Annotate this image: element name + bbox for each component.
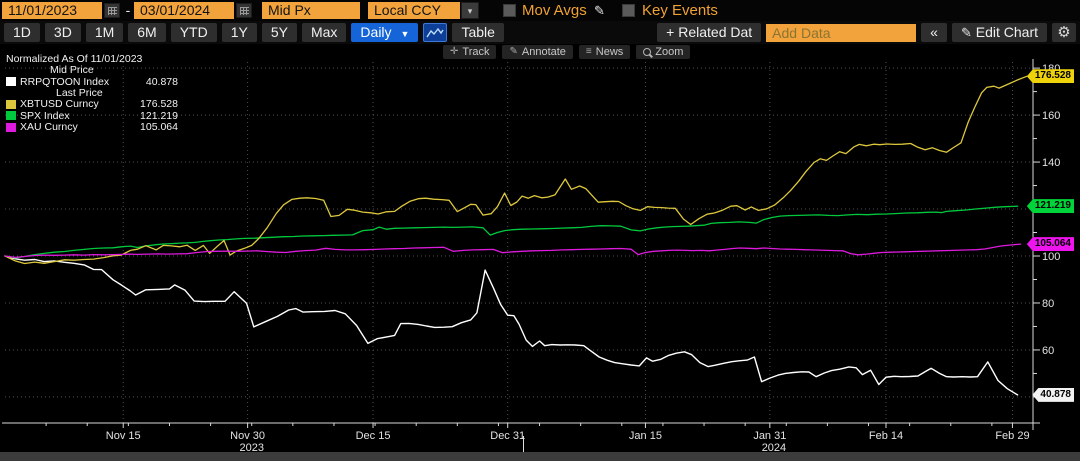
- edit-chart-label: Edit Chart: [975, 24, 1038, 40]
- mov-avgs-checkbox[interactable]: [503, 4, 516, 17]
- currency-dropdown-arrow-icon[interactable]: ▾: [461, 2, 479, 19]
- legend-swatch-magenta: [6, 122, 16, 132]
- last-price-badge-spx: 121.219: [1026, 199, 1074, 214]
- mov-avgs-label: Mov Avgs: [522, 2, 587, 19]
- last-price-badge-xbtusd: 176.528: [1026, 69, 1074, 84]
- x-tick-label: Nov 30: [230, 430, 265, 442]
- period-label: Daily: [360, 24, 392, 40]
- chart-legend: Normalized As Of 11/01/2023 Mid Price RR…: [6, 54, 178, 133]
- legend-item-spx[interactable]: SPX Index 121.219: [6, 110, 178, 122]
- legend-value: 121.219: [140, 109, 178, 122]
- legend-value: 40.878: [145, 75, 178, 88]
- price-type-input[interactable]: [262, 2, 360, 19]
- track-label: Track: [462, 45, 490, 58]
- legend-item-xau[interactable]: XAU Curncy 105.064: [6, 121, 178, 134]
- legend-swatch-green: [6, 111, 16, 121]
- x-tick-label: Dec 31: [490, 430, 525, 442]
- x-tick-label: Dec 15: [356, 430, 391, 442]
- range-button-1y[interactable]: 1Y: [221, 23, 257, 42]
- legend-group-header: Mid Price: [50, 64, 94, 76]
- key-events-checkbox[interactable]: [622, 4, 635, 17]
- y-tick-label: 60: [1042, 345, 1054, 357]
- y-tick-label: 140: [1042, 157, 1060, 169]
- toolbar-row-ranges: 1D 3D 1M 6M YTD 1Y 5Y Max Daily ▼ Table +…: [0, 21, 1080, 44]
- news-button[interactable]: ≡ News: [578, 44, 631, 59]
- date-range-separator: -: [125, 2, 131, 18]
- legend-value: 105.064: [140, 121, 178, 134]
- key-events-label: Key Events: [642, 2, 718, 19]
- range-button-5y[interactable]: 5Y: [261, 23, 297, 42]
- line-chart-type-button[interactable]: [423, 23, 448, 42]
- y-tick-label: 80: [1042, 298, 1054, 310]
- range-button-1d[interactable]: 1D: [4, 23, 40, 42]
- legend-label: XBTUSD Curncy: [20, 98, 99, 111]
- add-data-input[interactable]: [766, 23, 917, 42]
- chevron-down-icon: ▼: [400, 29, 410, 39]
- legend-item-xbtusd[interactable]: XBTUSD Curncy 176.528: [6, 98, 178, 111]
- related-data-button[interactable]: + Related Dat: [657, 23, 762, 42]
- y-tick-label: 100: [1042, 251, 1060, 263]
- collapse-panel-button[interactable]: «: [921, 23, 947, 42]
- calendar-grid-glyph: [107, 6, 117, 15]
- range-button-1m[interactable]: 1M: [85, 23, 124, 42]
- range-button-ytd[interactable]: YTD: [170, 23, 217, 42]
- series-line-spx-index: [4, 205, 1019, 259]
- edit-chart-button[interactable]: ✎ Edit Chart: [951, 23, 1047, 42]
- related-data-label: Related Dat: [678, 24, 753, 40]
- range-button-6m[interactable]: 6M: [128, 23, 166, 42]
- last-price-badge-rrpqtoon: 40.878: [1032, 387, 1074, 402]
- chart-tools: ✛ Track ✎ Annotate ≡ News Zoom: [443, 44, 691, 59]
- start-date-input[interactable]: [2, 2, 102, 19]
- line-chart-icon: [426, 27, 445, 37]
- track-crosshair-icon: ✛: [450, 45, 459, 57]
- y-tick-label: 160: [1042, 110, 1060, 122]
- x-tick-label: Jan 31: [753, 430, 786, 442]
- legend-label: RRPQTOON Index: [20, 75, 110, 88]
- news-list-icon: ≡: [585, 45, 592, 57]
- x-tick-label: Feb 14: [869, 430, 903, 442]
- legend-label: XAU Curncy: [20, 121, 78, 134]
- legend-value: 176.528: [140, 98, 178, 111]
- start-date-calendar-icon[interactable]: [104, 3, 120, 18]
- range-button-max[interactable]: Max: [301, 23, 347, 42]
- gear-icon[interactable]: ⚙: [1052, 23, 1076, 42]
- legend-group-header: Last Price: [56, 86, 103, 99]
- window-bottom-bar: [0, 452, 1080, 461]
- news-label: News: [595, 45, 624, 58]
- series-line-rrpqtoon-index: [4, 255, 1019, 396]
- x-tick-label: Nov 15: [106, 430, 141, 442]
- legend-label: SPX Index: [20, 109, 70, 122]
- cursor-artifact: [523, 436, 524, 457]
- period-dropdown[interactable]: Daily ▼: [351, 23, 419, 42]
- x-tick-label: Jan 15: [629, 430, 662, 442]
- toolbar-row-settings: - ▾ Mov Avgs ✎ Key Events: [0, 0, 1080, 21]
- magnifier-icon: [643, 47, 652, 56]
- legend-swatch-white: [6, 77, 16, 87]
- table-button[interactable]: Table: [452, 23, 504, 42]
- zoom-label: Zoom: [655, 45, 684, 58]
- legend-title: Normalized As Of 11/01/2023: [6, 53, 143, 65]
- annotate-button[interactable]: ✎ Annotate: [502, 44, 573, 59]
- zoom-button[interactable]: Zoom: [636, 44, 691, 59]
- plus-icon: +: [666, 24, 675, 40]
- legend-item-rrpqtoon[interactable]: RRPQTOON Index 40.878: [6, 76, 178, 88]
- end-date-input[interactable]: [134, 2, 234, 19]
- last-price-badge-xau: 105.064: [1026, 237, 1074, 252]
- annotate-label: Annotate: [521, 45, 566, 58]
- range-button-3d[interactable]: 3D: [44, 23, 81, 42]
- series-line-xau-curncy: [4, 243, 1022, 259]
- mov-avgs-edit-icon[interactable]: ✎: [594, 3, 605, 18]
- legend-swatch-yellow: [6, 99, 16, 109]
- end-date-calendar-icon[interactable]: [236, 3, 252, 18]
- calendar-grid-glyph: [239, 6, 249, 15]
- x-tick-label: Feb 29: [995, 430, 1029, 442]
- annotate-pencil-icon: ✎: [509, 45, 518, 57]
- currency-select[interactable]: [368, 2, 460, 19]
- edit-pencil-icon: ✎: [960, 25, 972, 40]
- track-button[interactable]: ✛ Track: [443, 44, 497, 59]
